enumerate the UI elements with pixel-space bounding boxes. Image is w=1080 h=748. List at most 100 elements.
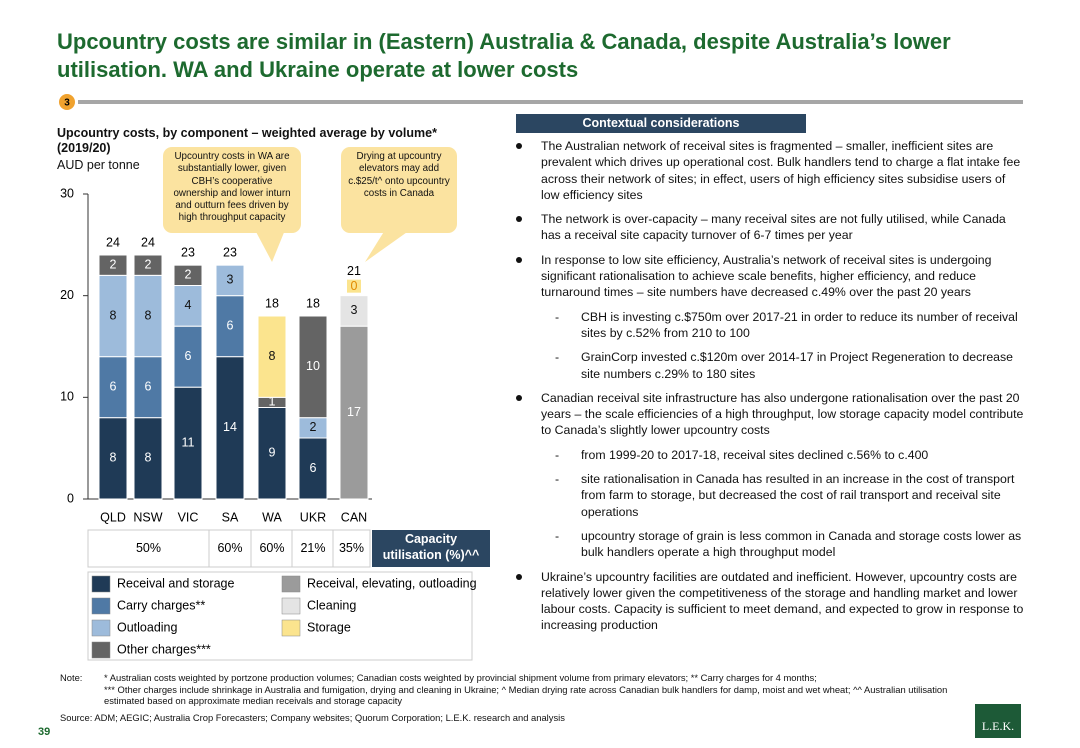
value-label: 3	[227, 273, 234, 287]
legend-swatch	[281, 575, 301, 593]
value-label: 8	[145, 451, 152, 465]
value-label: 17	[347, 405, 361, 419]
legend-label: Cleaning	[307, 598, 356, 612]
sub-bullet: from 1999-20 to 2017-18, receival sites …	[510, 447, 1025, 464]
x-tick-label: SA	[222, 510, 239, 524]
y-axis-label: AUD per tonne	[57, 158, 140, 172]
value-label: 0	[351, 279, 358, 293]
legend-box	[87, 571, 473, 661]
logo: L.E.K.	[975, 704, 1021, 738]
bar-segment	[98, 254, 128, 276]
sub-bullet: GrainCorp invested c.$120m over 2014-17 …	[510, 349, 1025, 382]
bar-segment	[133, 254, 163, 276]
value-label: 2	[185, 268, 192, 282]
value-label: 2	[310, 420, 317, 434]
x-tick-label: VIC	[178, 510, 199, 524]
bar-segment	[257, 315, 287, 398]
badge	[59, 94, 75, 110]
value-label: 1	[269, 395, 276, 409]
legend-swatch	[91, 619, 111, 637]
bullet: The network is over-capacity – many rece…	[510, 211, 1025, 244]
value-label: 6	[110, 379, 117, 393]
utilisation-row	[87, 529, 371, 568]
legend-label: Carry charges**	[117, 598, 205, 612]
bar-segment	[173, 285, 203, 327]
bullet: The Australian network of receival sites…	[510, 138, 1025, 203]
bar-segment	[298, 315, 328, 419]
legend-swatch	[281, 597, 301, 615]
bar-segment	[215, 264, 245, 297]
utilisation-value: 60%	[217, 541, 242, 555]
bar-segment	[133, 356, 163, 419]
total-label: 24	[106, 235, 120, 249]
source: Source: ADM; AEGIC; Australia Crop Forec…	[60, 712, 565, 723]
value-label: 8	[110, 451, 117, 465]
page-number: 39	[38, 726, 51, 738]
legend-swatch	[91, 597, 111, 615]
value-label: 8	[145, 308, 152, 322]
bullet: Canadian receival site infrastructure ha…	[510, 390, 1025, 439]
utilisation-value: 50%	[136, 541, 161, 555]
y-tick-label: 20	[60, 288, 74, 302]
utilisation-value: 21%	[300, 541, 325, 555]
annotation: Drying at upcountry elevators may add c.…	[341, 147, 457, 233]
value-label: 10	[306, 359, 320, 373]
bullet: In response to low site efficiency, Aust…	[510, 252, 1025, 301]
panel-header: Contextual considerations	[516, 114, 806, 133]
utilisation-label-box	[372, 530, 490, 567]
plot: 0102030QLD868224NSW868224VIC1164223SA146…	[60, 186, 490, 661]
y-tick-label: 30	[60, 186, 74, 200]
total-label: 18	[265, 296, 279, 310]
bar-segment	[133, 417, 163, 500]
value-label: 3	[351, 303, 358, 317]
bar-segment	[133, 274, 163, 358]
y-tick-label: 10	[60, 390, 74, 404]
bar-segment	[339, 295, 369, 327]
y-tick-label: 0	[67, 491, 74, 505]
bar-segment	[298, 437, 328, 500]
value-label: 4	[185, 298, 192, 312]
legend-label: Outloading	[117, 620, 178, 634]
value-label: 14	[223, 420, 237, 434]
legend-label: Other charges***	[117, 642, 211, 656]
bar-segment	[215, 295, 245, 358]
callout-pointer	[255, 230, 285, 262]
value-label: 2	[145, 257, 152, 271]
total-label: 23	[181, 245, 195, 259]
legend-label: Storage	[307, 620, 351, 634]
value-label: 8	[269, 349, 276, 363]
bullet: Ukraine’s upcountry facilities are outda…	[510, 569, 1025, 634]
sub-bullet: upcountry storage of grain is less commo…	[510, 528, 1025, 561]
x-tick-label: UKR	[300, 510, 326, 524]
total-label: 21	[347, 264, 361, 278]
value-label: 6	[310, 461, 317, 475]
x-tick-label: QLD	[100, 510, 126, 524]
bar-segment	[173, 325, 203, 388]
bar-segment	[257, 407, 287, 500]
value-label: 8	[110, 308, 117, 322]
note: * Australian costs weighted by portzone …	[104, 672, 817, 683]
chart-title: Upcountry costs, by component – weighted…	[57, 126, 437, 155]
value-label: 11	[182, 435, 195, 449]
annotation: Upcountry costs in WA are substantially …	[163, 147, 301, 233]
legend-swatch	[91, 575, 111, 593]
legend-label: Receival, elevating, outloading	[307, 576, 477, 590]
bar-segment	[98, 356, 128, 419]
zero-segment-bg	[347, 279, 361, 293]
notes: Note: * Australian costs weighted by por…	[60, 672, 980, 707]
legend-swatch	[91, 641, 111, 659]
value-label: 6	[227, 318, 234, 332]
bar-segment	[98, 274, 128, 358]
bar-segment	[173, 264, 203, 286]
legend-label: Receival and storage	[117, 576, 234, 590]
note-label: Note:	[60, 672, 83, 683]
badge-text: 3	[64, 98, 70, 109]
note: *** Other charges include shrinkage in A…	[104, 683, 948, 707]
bar-segment	[215, 356, 245, 500]
value-label: 2	[110, 257, 117, 271]
utilisation-value: 35%	[339, 541, 364, 555]
bar-segment	[339, 325, 369, 500]
slide-title: Upcountry costs are similar in (Eastern)…	[57, 29, 951, 82]
x-tick-label: WA	[262, 510, 282, 524]
